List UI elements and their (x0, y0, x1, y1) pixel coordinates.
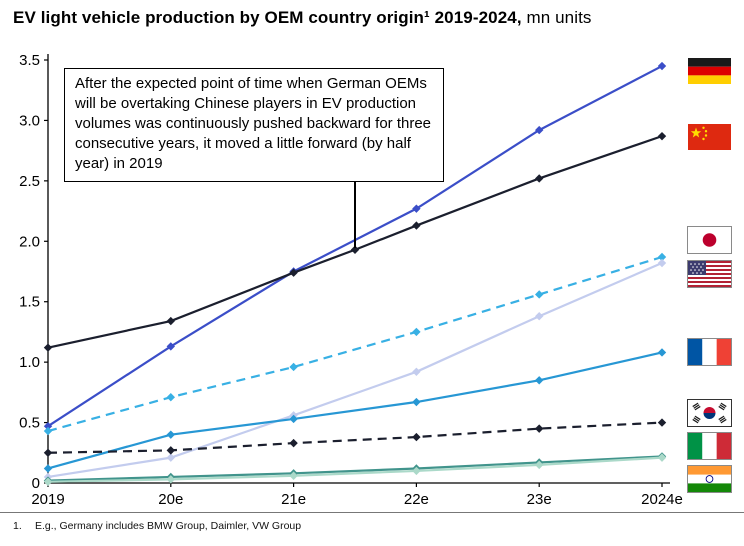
data-point-marker (43, 477, 53, 486)
data-point-marker (412, 397, 421, 407)
data-point-marker (657, 348, 667, 357)
france-flag-icon (687, 338, 732, 366)
data-point-marker (535, 125, 544, 135)
data-point-marker (166, 453, 175, 462)
series-south-korea (43, 418, 667, 457)
footnote-marker: 1. (13, 520, 22, 532)
japan-flag-icon (687, 226, 732, 254)
x-tick-label: 2019 (31, 491, 64, 508)
flag-legend (687, 0, 734, 546)
data-point-marker (166, 342, 175, 351)
series-line (47, 456, 663, 483)
annotation-box: After the expected point of time when Ge… (64, 68, 444, 182)
annotation-text: After the expected point of time when Ge… (75, 75, 432, 172)
data-point-marker (412, 221, 421, 230)
x-tick-label: 21e (281, 491, 306, 508)
china-flag-icon (688, 124, 731, 150)
data-point-marker (350, 245, 360, 254)
data-point-marker (166, 475, 175, 484)
data-point-marker (535, 312, 544, 321)
series-line (47, 262, 663, 479)
data-point-marker (535, 424, 544, 433)
x-tick-label: 23e (527, 491, 552, 508)
data-point-marker (43, 421, 53, 431)
italy-flag-icon (687, 432, 732, 460)
data-point-marker (657, 61, 667, 71)
x-tick-label: 20e (158, 491, 183, 508)
page-title-bold: EV light vehicle production by OEM count… (13, 8, 522, 27)
data-point-marker (657, 131, 667, 141)
data-point-marker (289, 268, 298, 277)
page-title: EV light vehicle production by OEM count… (13, 8, 592, 28)
series-line (47, 455, 663, 482)
data-point-marker (289, 414, 298, 424)
data-point-marker (166, 316, 175, 326)
y-tick-label: 1.5 (19, 294, 40, 311)
data-point-marker (657, 258, 667, 268)
data-point-marker (166, 446, 175, 455)
data-point-marker (43, 426, 53, 436)
series-line (47, 255, 663, 433)
data-point-marker (535, 460, 544, 470)
series-usa (43, 258, 667, 482)
series-china (43, 131, 667, 352)
data-point-marker (289, 362, 298, 372)
data-point-marker (166, 430, 175, 439)
data-point-marker (43, 448, 53, 457)
data-point-marker (43, 343, 53, 352)
data-point-marker (535, 174, 544, 183)
data-point-marker (657, 418, 667, 427)
page-title-units: mn units (521, 8, 592, 27)
footnote-text: E.g., Germany includes BMW Group, Daimle… (35, 520, 302, 532)
series-line (47, 351, 663, 470)
data-point-marker (166, 392, 175, 402)
x-tick-label: 22e (404, 491, 429, 508)
series-india (43, 453, 667, 486)
y-tick-label: 2.0 (19, 233, 40, 250)
data-point-marker (412, 204, 421, 213)
y-tick-label: 2.5 (19, 173, 40, 190)
footnote: 1. E.g., Germany includes BMW Group, Daim… (0, 512, 744, 532)
series-line (47, 421, 663, 454)
india-flag-icon (687, 465, 732, 493)
data-point-marker (43, 464, 53, 473)
usa-flag-icon (687, 260, 732, 288)
y-tick-label: 3.0 (19, 112, 40, 129)
data-point-marker (289, 438, 298, 448)
data-point-marker (412, 367, 421, 377)
data-point-marker (289, 471, 298, 480)
y-tick-label: 0.5 (19, 415, 40, 432)
data-point-marker (535, 376, 544, 385)
data-point-marker (657, 252, 667, 262)
annotation-connector-line (354, 182, 356, 248)
data-point-marker (657, 453, 667, 462)
series-france (43, 348, 667, 473)
series-japan (43, 252, 667, 436)
y-tick-label: 0 (32, 475, 40, 492)
data-point-marker (412, 466, 421, 476)
y-tick-label: 3.5 (19, 52, 40, 69)
germany-flag-icon (688, 58, 731, 84)
data-point-marker (412, 432, 421, 442)
x-tick-label: 2024e (641, 491, 683, 508)
data-point-marker (412, 327, 421, 337)
south-korea-flag-icon (687, 399, 732, 427)
data-point-marker (535, 290, 544, 299)
y-tick-label: 1.0 (19, 354, 40, 371)
